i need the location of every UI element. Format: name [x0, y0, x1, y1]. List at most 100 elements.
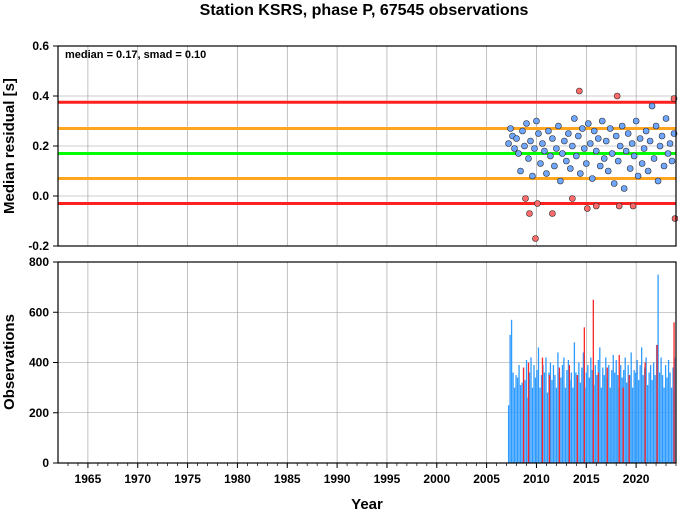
observation-bar	[522, 367, 525, 463]
observation-bar	[585, 372, 587, 463]
data-point	[586, 140, 594, 147]
observation-bar	[600, 387, 602, 463]
observation-bar	[597, 372, 599, 463]
observation-bar	[558, 367, 561, 463]
data-point	[549, 135, 556, 142]
data-point	[642, 127, 650, 135]
observation-bar	[614, 372, 616, 463]
x-tick-label: 1990	[324, 472, 351, 486]
observation-bar	[549, 362, 552, 463]
data-point	[526, 210, 533, 217]
data-point	[519, 127, 526, 135]
data-point	[654, 177, 662, 185]
observation-bar	[602, 367, 604, 463]
observation-bar	[519, 385, 522, 463]
data-point	[604, 167, 612, 175]
data-point	[660, 162, 668, 170]
data-point	[594, 135, 602, 142]
data-point	[583, 205, 591, 212]
observation-bar	[507, 405, 510, 463]
observation-bar	[606, 367, 608, 463]
observation-bar	[611, 370, 613, 463]
observation-bar	[554, 375, 556, 463]
observation-bar	[622, 387, 624, 463]
data-point	[522, 195, 529, 202]
observation-bar	[537, 347, 540, 463]
data-point	[505, 140, 512, 147]
observation-bar	[660, 357, 662, 463]
observation-bar	[628, 375, 630, 463]
observation-bar	[563, 357, 565, 463]
data-point	[592, 147, 600, 155]
data-point	[543, 170, 550, 177]
data-point	[517, 167, 524, 175]
data-point	[511, 145, 518, 152]
data-point	[527, 137, 534, 145]
data-point	[664, 150, 672, 157]
data-point	[533, 117, 540, 125]
data-point	[584, 120, 592, 127]
observation-bar	[661, 375, 664, 463]
data-point	[658, 132, 666, 140]
observation-bar	[513, 387, 516, 463]
data-point	[507, 125, 514, 132]
data-point	[557, 177, 564, 185]
observation-bar	[573, 342, 576, 463]
observation-bar	[575, 372, 577, 463]
data-point	[573, 152, 580, 160]
x-tick-label: 1985	[274, 472, 301, 486]
observation-bar	[515, 375, 517, 463]
data-point	[662, 115, 670, 122]
observation-bar	[512, 372, 514, 463]
data-point	[650, 155, 658, 162]
observation-bar	[540, 375, 543, 463]
observation-bar	[635, 372, 637, 463]
observation-bar	[612, 354, 614, 463]
data-point	[596, 162, 604, 170]
observation-bar	[639, 365, 641, 463]
observation-bar	[564, 387, 567, 463]
observation-bar	[581, 367, 583, 463]
observation-bar	[626, 382, 628, 463]
x-tick-label: 2010	[523, 472, 550, 486]
observation-bar	[608, 365, 610, 463]
data-point	[567, 165, 574, 172]
observation-bar	[533, 365, 535, 463]
data-point	[569, 142, 576, 150]
observation-bar	[572, 387, 574, 463]
data-point	[545, 127, 552, 135]
observation-bar	[624, 357, 626, 463]
observation-bar	[588, 377, 590, 463]
observation-bar	[528, 372, 531, 463]
observation-bar	[546, 392, 549, 463]
observation-bar	[568, 365, 571, 463]
observation-bar	[592, 299, 594, 463]
observation-bar	[638, 380, 640, 463]
observation-bar	[543, 372, 546, 463]
observation-bar	[603, 375, 605, 463]
observation-bar	[642, 375, 644, 463]
data-point	[606, 125, 614, 132]
data-point	[616, 142, 624, 150]
data-point	[632, 117, 640, 125]
y-tick-label: 400	[29, 356, 49, 370]
y-tick-label: 800	[29, 255, 49, 269]
data-point	[580, 145, 588, 152]
data-point	[652, 122, 660, 130]
observation-bar	[590, 357, 592, 463]
observation-bar	[615, 359, 617, 463]
observation-bar	[521, 382, 523, 463]
observation-bar	[576, 375, 579, 463]
year-x-ticks: 1965 1970 1975 1980 1985 1990 1995 2000 2005 2010…	[67, 463, 677, 486]
y-tick-label: 0.4	[32, 89, 49, 103]
observation-bar	[570, 372, 573, 463]
reference-lines	[58, 100, 676, 205]
data-point	[532, 235, 539, 242]
data-point	[547, 152, 554, 160]
y-tick-label: -0.2	[28, 239, 49, 253]
data-point	[613, 92, 621, 100]
data-point	[640, 145, 648, 152]
y-tick-label: 0.0	[32, 189, 49, 203]
observation-bar	[633, 370, 635, 463]
